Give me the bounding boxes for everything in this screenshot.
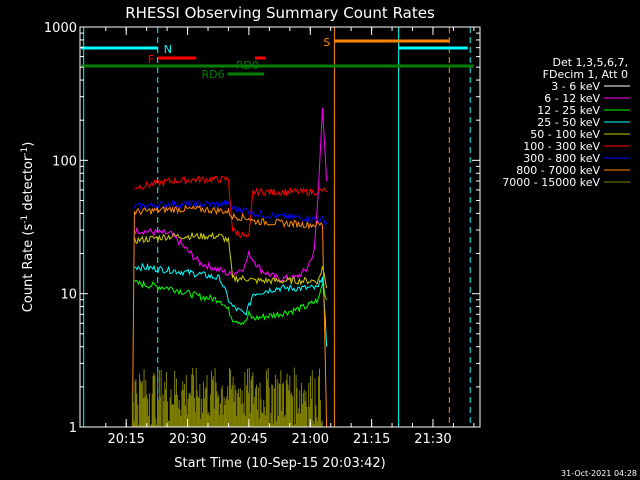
x-tick-label: 20:30 [169,432,206,447]
x-tick-label: 20:45 [230,432,267,447]
y-tick-label: 1000 [44,21,77,36]
y-tick-label: 10 [60,288,77,303]
series-line [134,279,328,326]
legend-entry: 6 - 12 keV [544,92,600,105]
footer-date: 31-Oct-2021 04:28 [561,469,637,478]
legend-entry: 3 - 6 keV [551,80,600,93]
x-tick-label: 20:15 [107,432,144,447]
legend-entry: 300 - 800 keV [523,152,600,165]
legend-header: Det 1,3,5,6,7, [552,56,628,69]
y-tick-label: 100 [52,154,77,169]
series-line [133,231,328,289]
flag-label: N [164,43,172,56]
y-axis: 1 10 100 1000 [44,21,480,436]
y-tick-label: 1 [69,421,77,436]
legend-entry: 800 - 7000 keV [516,164,600,177]
series-line [131,204,328,428]
x-axis: 20:15 20:30 20:45 21:00 21:15 21:30 [105,27,475,447]
x-tick-label: 21:30 [414,432,451,447]
series-line [134,262,328,347]
y-axis-label: Count Rate (s-1 detector-1) [20,142,36,313]
x-tick-label: 21:00 [292,432,329,447]
legend: Det 1,3,5,6,7,FDecim 1, Att 03 - 6 keV6 … [502,56,630,189]
flag-label: F [148,53,154,66]
series-group [131,107,328,428]
legend-entry: 7000 - 15000 keV [502,176,600,189]
series-line [133,107,328,283]
observing-flags: N S F RD6 RD0 [81,36,474,81]
legend-header: FDecim 1, Att 0 [543,68,628,81]
flag-label: RD6 [202,68,225,81]
plot-frame [79,26,481,428]
legend-entry: 25 - 50 keV [537,116,600,129]
series-line [134,126,328,208]
instrument-state-lines [83,27,471,427]
legend-entry: 12 - 25 keV [537,104,600,117]
legend-entry: 50 - 100 keV [530,128,600,141]
x-tick-label: 21:15 [353,432,390,447]
flag-label: RD0 [236,59,259,72]
chart-title: RHESSI Observing Summary Count Rates [125,4,435,22]
legend-entry: 100 - 300 keV [523,140,600,153]
flag-label: S [323,36,330,49]
series-line [133,199,328,227]
x-axis-label: Start Time (10-Sep-15 20:03:42) [174,456,385,471]
